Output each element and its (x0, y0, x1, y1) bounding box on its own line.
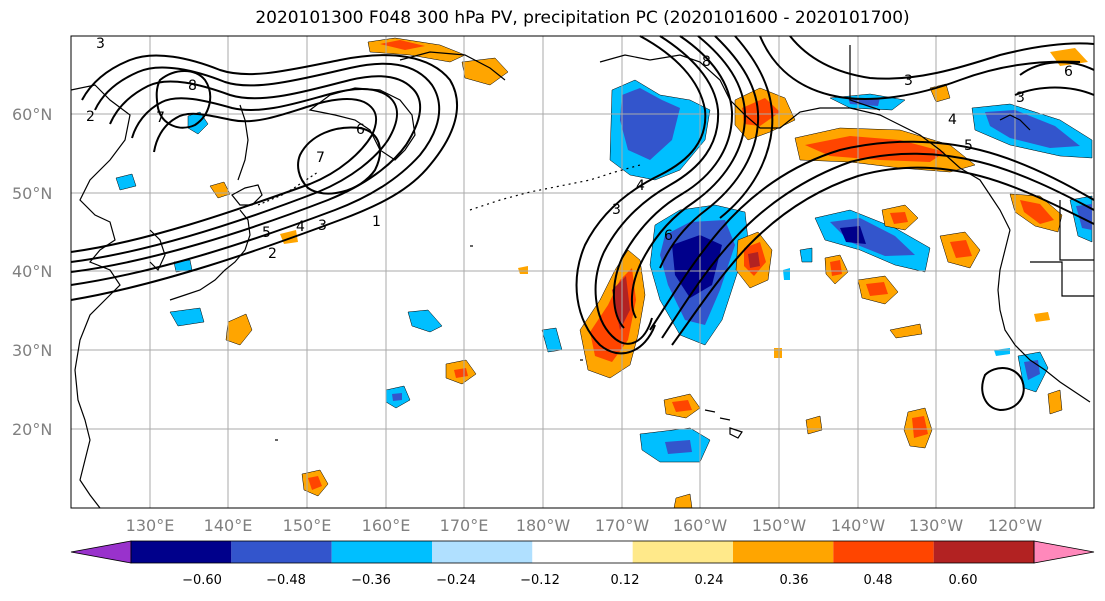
contour-label: 5 (964, 138, 973, 154)
colorbar-segment (632, 541, 733, 563)
lon-label: 160°E (362, 516, 411, 535)
map-title: 2020101300 F048 300 hPa PV, precipitatio… (255, 8, 910, 28)
contour-label: 8 (702, 54, 711, 70)
precipitation-shading (115, 37, 1093, 509)
lat-label-20n: 20°N (12, 420, 52, 439)
lon-label: 130°E (126, 516, 175, 535)
contour-label: 3 (612, 202, 621, 218)
colorbar-tick-label: 0.12 (611, 573, 640, 588)
contour-label: 2 (86, 109, 95, 125)
contour-label: 5 (262, 225, 271, 241)
colorbar: −0.60 −0.48 −0.36 −0.24 −0.12 0.12 0.24 … (70, 540, 1095, 588)
latitude-labels: 60°N 50°N 40°N 30°N 20°N (12, 105, 52, 439)
lon-label: 180°W (516, 516, 571, 535)
lon-label: 130°W (909, 516, 964, 535)
contour-label: 7 (316, 150, 325, 166)
colorbar-segments (70, 540, 1095, 564)
contour-label: 1 (372, 214, 381, 230)
lon-label: 140°W (831, 516, 886, 535)
colorbar-segment (231, 541, 332, 563)
contour-label: 6 (1064, 64, 1073, 80)
colorbar-tick-label: −0.36 (351, 573, 391, 588)
contour-label: 6 (356, 122, 365, 138)
colorbar-ticks: −0.60 −0.48 −0.36 −0.24 −0.12 0.12 0.24 … (182, 573, 977, 588)
colorbar-segment (532, 541, 633, 563)
contour-label: 3 (1016, 90, 1025, 106)
colorbar-outline (130, 540, 1035, 564)
colorbar-extend-low (70, 540, 132, 564)
lon-label: 120°W (988, 516, 1043, 535)
lon-label: 160°W (673, 516, 728, 535)
lon-label: 170°W (595, 516, 650, 535)
lat-label-60n: 60°N (12, 105, 52, 124)
contour-label: 8 (188, 78, 197, 94)
pv-contours (70, 35, 1095, 412)
colorbar-tick-label: 0.60 (949, 573, 978, 588)
colorbar-tick-label: 0.36 (780, 573, 809, 588)
lat-label-50n: 50°N (12, 184, 52, 203)
colorbar-tick-label: −0.12 (520, 573, 560, 588)
colorbar-tick-label: −0.48 (266, 573, 306, 588)
lon-label: 150°E (283, 516, 332, 535)
colorbar-tick-label: −0.24 (436, 573, 476, 588)
colorbar-segment (933, 541, 1034, 563)
colorbar-extend-high (1033, 540, 1095, 564)
longitude-labels: 130°E 140°E 150°E 160°E 170°E 180°W 170°… (126, 516, 1043, 535)
contour-label: 3 (318, 218, 327, 234)
contour-label: 4 (948, 112, 957, 128)
colorbar-tick-label: −0.60 (182, 573, 222, 588)
colorbar-tick-label: 0.24 (695, 573, 724, 588)
lat-label-40n: 40°N (12, 262, 52, 281)
graticule (71, 36, 1094, 508)
contour-label: 3 (96, 36, 105, 52)
colorbar-segment (833, 541, 934, 563)
contour-label: 2 (268, 246, 277, 262)
lon-label: 140°E (204, 516, 253, 535)
colorbar-segment (131, 541, 232, 563)
contour-label: 7 (156, 110, 165, 126)
lon-label: 150°W (752, 516, 807, 535)
lat-label-30n: 30°N (12, 341, 52, 360)
colorbar-segment (733, 541, 834, 563)
contour-label: 4 (636, 178, 645, 194)
contour-label: 3 (904, 73, 913, 89)
map-panel: 3 2 8 7 6 7 5 4 3 2 1 3 4 6 8 3 4 5 6 3 (70, 35, 1095, 509)
contour-label: 4 (296, 219, 305, 235)
colorbar-segment (432, 541, 533, 563)
colorbar-segment (331, 541, 432, 563)
contour-label: 6 (664, 228, 673, 244)
colorbar-tick-label: 0.48 (864, 573, 893, 588)
contour-labels: 3 2 8 7 6 7 5 4 3 2 1 3 4 6 8 3 4 5 6 3 (86, 36, 1073, 262)
lon-label: 170°E (440, 516, 489, 535)
